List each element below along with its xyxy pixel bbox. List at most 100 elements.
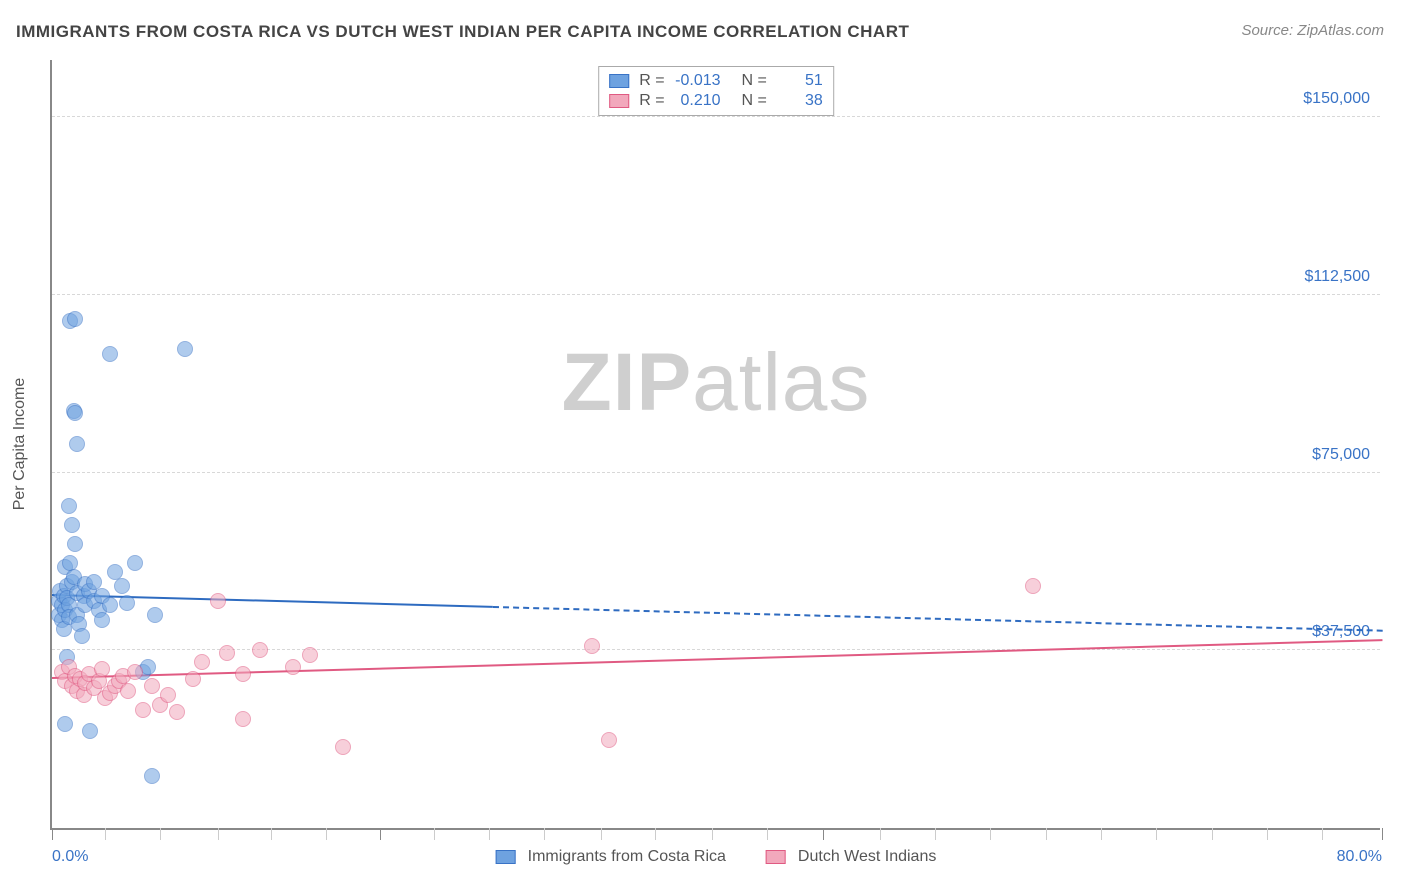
- data-point-dutch_west_indian: [302, 647, 318, 663]
- n-label-2: N =: [741, 92, 766, 110]
- x-tick-minor: [1046, 828, 1047, 840]
- watermark-bold: ZIP: [562, 337, 693, 428]
- legend-stats-row-costa-rica: R = -0.013 N = 51: [609, 71, 823, 91]
- data-point-dutch_west_indian: [135, 702, 151, 718]
- trend-line: [493, 606, 1382, 632]
- x-tick-minor: [880, 828, 881, 840]
- data-point-dutch_west_indian: [584, 638, 600, 654]
- x-tick-minor: [544, 828, 545, 840]
- legend-label-dutch-west-indian: Dutch West Indians: [798, 848, 936, 866]
- data-point-dutch_west_indian: [185, 671, 201, 687]
- x-tick-minor: [1212, 828, 1213, 840]
- y-tick-label: $75,000: [1312, 446, 1370, 464]
- r-label: R =: [639, 72, 664, 90]
- data-point-dutch_west_indian: [335, 739, 351, 755]
- data-point-costa_rica: [67, 536, 83, 552]
- data-point-costa_rica: [127, 555, 143, 571]
- data-point-costa_rica: [61, 498, 77, 514]
- data-point-dutch_west_indian: [601, 732, 617, 748]
- data-point-dutch_west_indian: [210, 593, 226, 609]
- x-tick-minor: [935, 828, 936, 840]
- data-point-dutch_west_indian: [120, 683, 136, 699]
- x-tick-minor: [655, 828, 656, 840]
- data-point-dutch_west_indian: [219, 645, 235, 661]
- x-tick-minor: [712, 828, 713, 840]
- x-tick-minor: [489, 828, 490, 840]
- legend-item-costa-rica: Immigrants from Costa Rica: [496, 848, 726, 866]
- data-point-dutch_west_indian: [252, 642, 268, 658]
- data-point-costa_rica: [64, 517, 80, 533]
- x-tick-minor: [434, 828, 435, 840]
- y-tick-label: $150,000: [1303, 90, 1370, 108]
- data-point-dutch_west_indian: [235, 666, 251, 682]
- y-tick-label: $37,500: [1312, 623, 1370, 641]
- x-tick-minor: [160, 828, 161, 840]
- x-tick-minor: [326, 828, 327, 840]
- x-tick-major: [823, 828, 824, 840]
- swatch-dutch-west-indian: [609, 94, 629, 108]
- data-point-costa_rica: [57, 716, 73, 732]
- data-point-costa_rica: [94, 612, 110, 628]
- data-point-dutch_west_indian: [1025, 578, 1041, 594]
- swatch-costa-rica-bottom: [496, 850, 516, 864]
- gridline: [52, 116, 1380, 117]
- data-point-costa_rica: [147, 607, 163, 623]
- data-point-costa_rica: [114, 578, 130, 594]
- legend-label-costa-rica: Immigrants from Costa Rica: [528, 848, 726, 866]
- x-tick-major: [380, 828, 381, 840]
- data-point-costa_rica: [67, 311, 83, 327]
- legend-stats-box: R = -0.013 N = 51 R = 0.210 N = 38: [598, 66, 834, 116]
- swatch-dutch-west-indian-bottom: [766, 850, 786, 864]
- bottom-legend: Immigrants from Costa Rica Dutch West In…: [496, 848, 937, 866]
- data-point-costa_rica: [177, 341, 193, 357]
- r-value-costa-rica: -0.013: [671, 72, 721, 90]
- data-point-dutch_west_indian: [235, 711, 251, 727]
- x-tick-minor: [990, 828, 991, 840]
- trend-line: [52, 639, 1382, 679]
- data-point-dutch_west_indian: [169, 704, 185, 720]
- x-tick-minor: [1267, 828, 1268, 840]
- x-tick-minor: [601, 828, 602, 840]
- r-value-dutch-west-indian: 0.210: [671, 92, 721, 110]
- x-tick-label: 0.0%: [52, 848, 88, 866]
- x-tick-minor: [1101, 828, 1102, 840]
- gridline: [52, 472, 1380, 473]
- legend-stats-row-dutch-west-indian: R = 0.210 N = 38: [609, 91, 823, 111]
- data-point-costa_rica: [144, 768, 160, 784]
- data-point-dutch_west_indian: [94, 661, 110, 677]
- y-tick-label: $112,500: [1304, 268, 1370, 286]
- x-tick-minor: [1156, 828, 1157, 840]
- plot-area: Per Capita Income ZIPatlas R = -0.013 N …: [50, 60, 1380, 830]
- data-point-dutch_west_indian: [194, 654, 210, 670]
- data-point-dutch_west_indian: [285, 659, 301, 675]
- x-tick-major: [52, 828, 53, 840]
- x-tick-major: [1382, 828, 1383, 840]
- data-point-costa_rica: [102, 346, 118, 362]
- watermark-rest: atlas: [692, 337, 870, 428]
- swatch-costa-rica: [609, 74, 629, 88]
- data-point-costa_rica: [67, 405, 83, 421]
- x-tick-minor: [271, 828, 272, 840]
- data-point-costa_rica: [102, 597, 118, 613]
- data-point-costa_rica: [82, 723, 98, 739]
- data-point-dutch_west_indian: [160, 687, 176, 703]
- legend-item-dutch-west-indian: Dutch West Indians: [766, 848, 936, 866]
- n-label: N =: [741, 72, 766, 90]
- data-point-costa_rica: [69, 436, 85, 452]
- n-value-costa-rica: 51: [773, 72, 823, 90]
- source-attribution: Source: ZipAtlas.com: [1241, 22, 1384, 39]
- data-point-costa_rica: [119, 595, 135, 611]
- n-value-dutch-west-indian: 38: [773, 92, 823, 110]
- data-point-dutch_west_indian: [144, 678, 160, 694]
- watermark: ZIPatlas: [562, 336, 871, 430]
- data-point-costa_rica: [74, 628, 90, 644]
- x-tick-label: 80.0%: [1337, 848, 1382, 866]
- y-axis-label: Per Capita Income: [11, 378, 29, 511]
- data-point-dutch_west_indian: [127, 664, 143, 680]
- x-tick-minor: [105, 828, 106, 840]
- x-tick-minor: [218, 828, 219, 840]
- chart-title: IMMIGRANTS FROM COSTA RICA VS DUTCH WEST…: [16, 22, 909, 42]
- gridline: [52, 294, 1380, 295]
- x-tick-minor: [767, 828, 768, 840]
- r-label-2: R =: [639, 92, 664, 110]
